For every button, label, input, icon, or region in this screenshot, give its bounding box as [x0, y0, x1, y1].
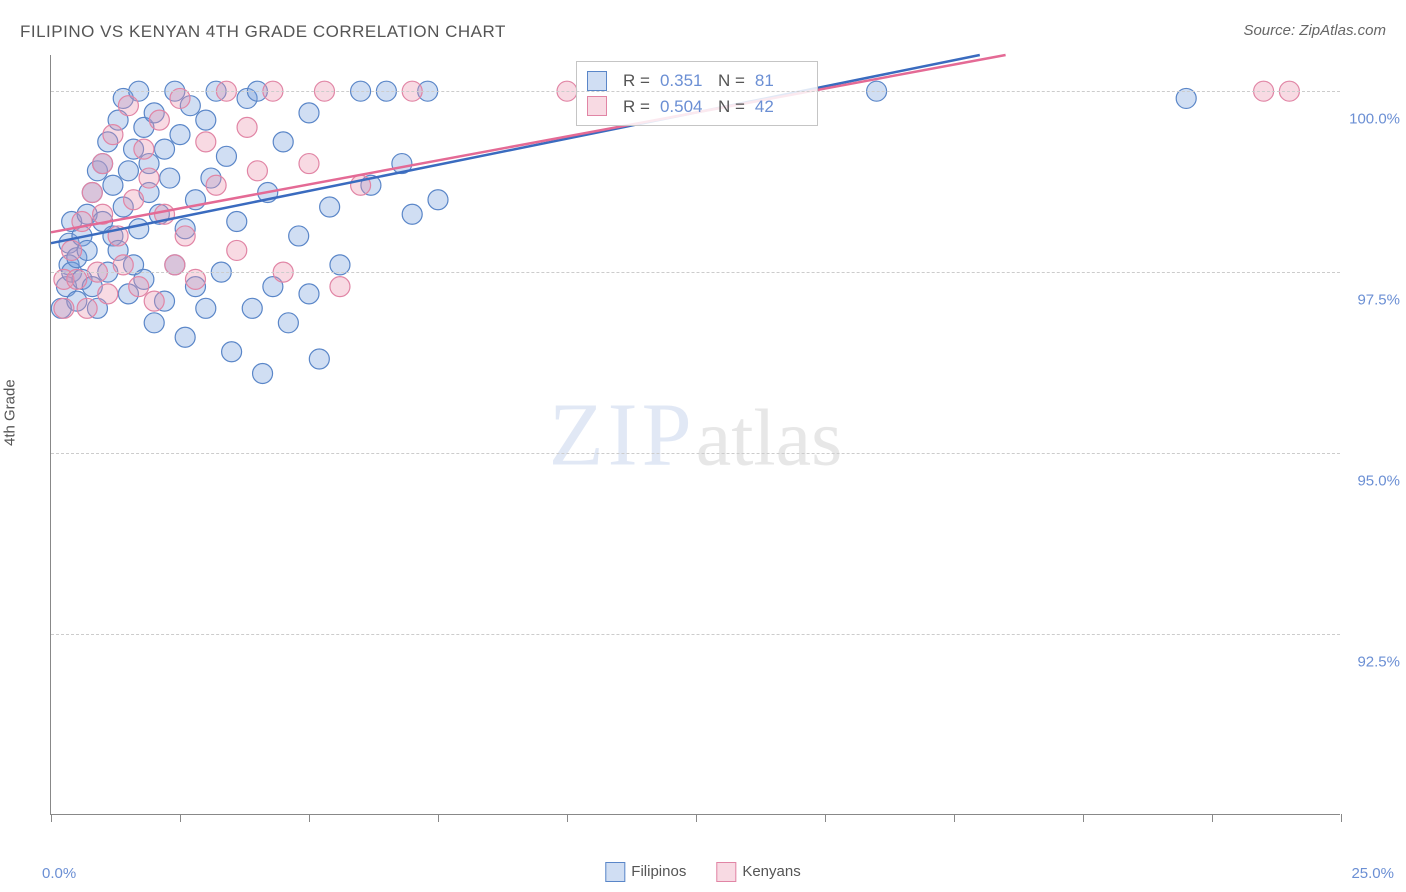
- legend-swatch-filipinos: [605, 862, 625, 882]
- gridline: [51, 91, 1340, 92]
- x-tick: [825, 814, 826, 822]
- y-tick-label: 97.5%: [1357, 292, 1400, 309]
- legend-label-filipinos: Filipinos: [631, 863, 686, 880]
- point-kenyans: [82, 183, 102, 203]
- x-axis-label-min: 0.0%: [42, 865, 76, 882]
- point-kenyans: [144, 291, 164, 311]
- x-tick: [309, 814, 310, 822]
- point-filipinos: [242, 298, 262, 318]
- point-kenyans: [98, 284, 118, 304]
- gridline: [51, 453, 1340, 454]
- stats-swatch: [587, 71, 607, 91]
- point-filipinos: [273, 132, 293, 152]
- legend: Filipinos Kenyans: [605, 862, 800, 882]
- trendline-kenyans: [51, 55, 1006, 232]
- point-kenyans: [330, 277, 350, 297]
- point-kenyans: [124, 190, 144, 210]
- point-kenyans: [299, 154, 319, 174]
- chart-title: FILIPINO VS KENYAN 4TH GRADE CORRELATION…: [20, 22, 506, 42]
- y-tick-label: 100.0%: [1349, 111, 1400, 128]
- point-kenyans: [62, 240, 82, 260]
- point-filipinos: [320, 197, 340, 217]
- legend-swatch-kenyans: [716, 862, 736, 882]
- x-tick: [954, 814, 955, 822]
- point-filipinos: [289, 226, 309, 246]
- stats-r-label: R =: [623, 94, 650, 120]
- point-kenyans: [247, 161, 267, 181]
- point-kenyans: [206, 175, 226, 195]
- stats-swatch: [587, 96, 607, 116]
- stats-r-value: 0.504: [660, 94, 708, 120]
- point-filipinos: [175, 327, 195, 347]
- point-filipinos: [299, 103, 319, 123]
- y-tick-label: 95.0%: [1357, 473, 1400, 490]
- point-kenyans: [134, 139, 154, 159]
- x-tick: [567, 814, 568, 822]
- point-filipinos: [309, 349, 329, 369]
- point-filipinos: [227, 211, 247, 231]
- x-tick: [1341, 814, 1342, 822]
- point-filipinos: [103, 175, 123, 195]
- x-tick: [1212, 814, 1213, 822]
- point-filipinos: [118, 161, 138, 181]
- chart-container: FILIPINO VS KENYAN 4TH GRADE CORRELATION…: [0, 0, 1406, 892]
- point-kenyans: [149, 110, 169, 130]
- point-kenyans: [237, 117, 257, 137]
- point-filipinos: [253, 363, 273, 383]
- plot-area: ZIPatlas R =0.351N =81R =0.504N =42 92.5…: [50, 55, 1340, 815]
- point-filipinos: [144, 313, 164, 333]
- point-kenyans: [129, 277, 149, 297]
- x-tick: [696, 814, 697, 822]
- legend-item-kenyans: Kenyans: [716, 862, 800, 882]
- point-filipinos: [278, 313, 298, 333]
- x-tick: [51, 814, 52, 822]
- point-kenyans: [227, 240, 247, 260]
- stats-n-value: 81: [755, 68, 803, 94]
- point-kenyans: [93, 154, 113, 174]
- legend-item-filipinos: Filipinos: [605, 862, 686, 882]
- point-filipinos: [428, 190, 448, 210]
- stats-row: R = 0.351 N = 81: [587, 68, 803, 94]
- y-axis-title: 4th Grade: [2, 379, 19, 446]
- correlation-stats-box: R = 0.351 N = 81 R = 0.504 N = 42: [576, 61, 818, 126]
- legend-label-kenyans: Kenyans: [742, 863, 800, 880]
- source-attribution: Source: ZipAtlas.com: [1243, 22, 1386, 39]
- point-kenyans: [118, 96, 138, 116]
- point-kenyans: [103, 125, 123, 145]
- stats-n-value: 42: [755, 94, 803, 120]
- stats-n-label: N =: [718, 68, 745, 94]
- point-filipinos: [299, 284, 319, 304]
- point-filipinos: [155, 139, 175, 159]
- point-filipinos: [216, 146, 236, 166]
- y-tick-label: 92.5%: [1357, 654, 1400, 671]
- gridline: [51, 634, 1340, 635]
- point-kenyans: [139, 168, 159, 188]
- chart-svg: [51, 55, 1341, 815]
- point-kenyans: [77, 298, 97, 318]
- stats-row: R = 0.504 N = 42: [587, 94, 803, 120]
- point-filipinos: [402, 204, 422, 224]
- point-filipinos: [129, 219, 149, 239]
- point-filipinos: [170, 125, 190, 145]
- gridline: [51, 272, 1340, 273]
- point-filipinos: [196, 298, 216, 318]
- point-filipinos: [222, 342, 242, 362]
- point-filipinos: [196, 110, 216, 130]
- stats-r-label: R =: [623, 68, 650, 94]
- stats-r-value: 0.351: [660, 68, 708, 94]
- x-tick: [438, 814, 439, 822]
- trendline-filipinos: [51, 55, 980, 243]
- point-kenyans: [54, 298, 74, 318]
- x-tick: [1083, 814, 1084, 822]
- x-axis-label-max: 25.0%: [1351, 865, 1394, 882]
- point-kenyans: [196, 132, 216, 152]
- x-tick: [180, 814, 181, 822]
- stats-n-label: N =: [718, 94, 745, 120]
- point-filipinos: [160, 168, 180, 188]
- point-kenyans: [175, 226, 195, 246]
